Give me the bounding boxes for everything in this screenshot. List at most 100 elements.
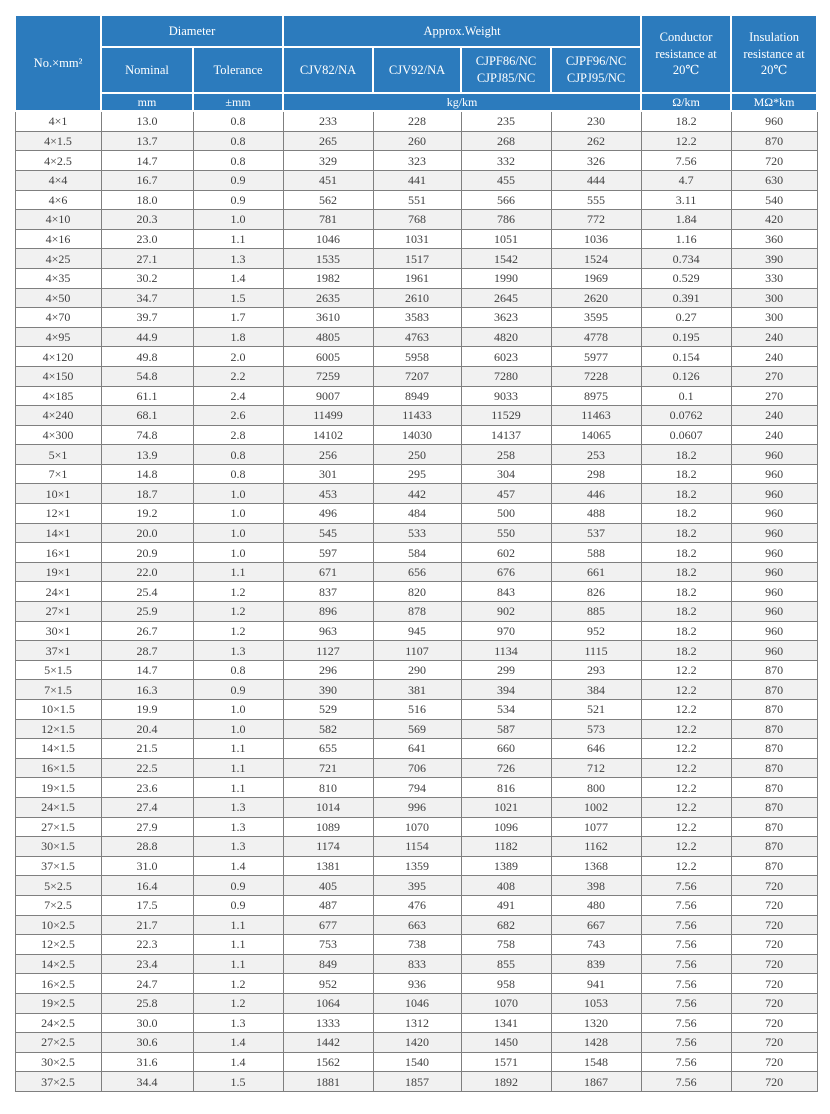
table-row: 4×4 16.7 0.9 451 441 455 444 4.7 630 xyxy=(14,169,818,191)
table-row: 27×2.5 30.6 1.4 1442 1420 1450 1428 7.56 720 xyxy=(14,1032,818,1053)
table-row: 4×2.5 14.7 0.8 329 323 332 326 7.56 720 xyxy=(14,150,818,171)
table-row: 4×10 20.3 1.0 781 768 786 772 1.84 420 xyxy=(14,209,818,230)
cell-diameter-tolerance: 0.8 xyxy=(192,463,284,485)
cell-conductor-resistance: 7.56 xyxy=(640,1012,732,1034)
cell-diameter-tolerance: 1.1 xyxy=(192,757,284,779)
cell-spec-no: 12×1.5 xyxy=(14,718,102,740)
header-cjpf96: CJPF96/NC CJPJ95/NC xyxy=(550,46,643,94)
cell-weight-cjpf86: 332 xyxy=(460,150,552,171)
cell-diameter-nominal: 24.7 xyxy=(100,973,194,994)
table-row: 14×1 20.0 1.0 545 533 550 537 18.2 960 xyxy=(14,522,818,544)
cell-insulation-resistance: 720 xyxy=(730,953,818,975)
cell-diameter-nominal: 23.4 xyxy=(100,953,194,975)
cell-weight-cjv82: 1064 xyxy=(282,992,374,1014)
cell-weight-cjv82: 545 xyxy=(282,522,374,544)
cell-insulation-resistance: 960 xyxy=(730,503,818,524)
cell-weight-cjv82: 233 xyxy=(282,110,374,132)
cell-diameter-nominal: 68.1 xyxy=(100,405,194,426)
cell-weight-cjpf86: 1542 xyxy=(460,248,552,269)
cell-diameter-tolerance: 1.0 xyxy=(192,503,284,524)
cell-diameter-nominal: 13.9 xyxy=(100,444,194,465)
cell-conductor-resistance: 18.2 xyxy=(640,640,732,661)
cell-weight-cjpf86: 1051 xyxy=(460,228,552,250)
cell-weight-cjpf96: 1053 xyxy=(550,992,642,1014)
cell-weight-cjv92: 516 xyxy=(372,699,462,720)
cell-weight-cjv82: 9007 xyxy=(282,385,374,407)
cell-weight-cjpf86: 587 xyxy=(460,718,552,740)
cell-weight-cjv92: 442 xyxy=(372,483,462,505)
cell-diameter-tolerance: 1.3 xyxy=(192,1012,284,1034)
cell-weight-cjv82: 753 xyxy=(282,934,374,955)
cell-weight-cjv92: 936 xyxy=(372,973,462,994)
cell-weight-cjv82: 296 xyxy=(282,659,374,681)
cell-weight-cjpf96: 1036 xyxy=(550,228,642,250)
cell-weight-cjv92: 996 xyxy=(372,796,462,818)
cell-weight-cjv82: 1089 xyxy=(282,816,374,838)
cell-conductor-resistance: 12.2 xyxy=(640,718,732,740)
cell-diameter-tolerance: 0.8 xyxy=(192,130,284,152)
cell-insulation-resistance: 960 xyxy=(730,620,818,642)
cell-insulation-resistance: 720 xyxy=(730,1051,818,1073)
unit-tolerance-mm: ±mm xyxy=(191,91,285,113)
cell-weight-cjpf96: 11463 xyxy=(550,405,642,426)
cell-diameter-tolerance: 0.9 xyxy=(192,894,284,916)
cell-diameter-tolerance: 1.3 xyxy=(192,836,284,857)
cell-weight-cjpf96: 800 xyxy=(550,777,642,798)
cell-insulation-resistance: 870 xyxy=(730,679,818,700)
cell-insulation-resistance: 960 xyxy=(730,483,818,505)
table-row: 4×70 39.7 1.7 3610 3583 3623 3595 0.27 300 xyxy=(14,307,818,328)
header-cjpf86: CJPF86/NC CJPJ85/NC xyxy=(460,46,553,94)
cell-spec-no: 24×1.5 xyxy=(14,796,102,818)
cell-insulation-resistance: 720 xyxy=(730,1012,818,1034)
cell-weight-cjpf86: 2645 xyxy=(460,287,552,309)
cell-weight-cjpf86: 816 xyxy=(460,777,552,798)
cell-insulation-resistance: 630 xyxy=(730,169,818,191)
cell-conductor-resistance: 18.2 xyxy=(640,542,732,563)
cell-insulation-resistance: 870 xyxy=(730,855,818,877)
cell-weight-cjv82: 14102 xyxy=(282,424,374,446)
cell-weight-cjpf96: 446 xyxy=(550,483,642,505)
cell-insulation-resistance: 270 xyxy=(730,385,818,407)
cell-weight-cjv82: 1881 xyxy=(282,1071,374,1092)
cell-diameter-tolerance: 2.2 xyxy=(192,365,284,387)
cell-diameter-tolerance: 1.3 xyxy=(192,796,284,818)
cell-weight-cjv92: 14030 xyxy=(372,424,462,446)
cell-conductor-resistance: 12.2 xyxy=(640,777,732,798)
table-row: 4×150 54.8 2.2 7259 7207 7280 7228 0.126 270 xyxy=(14,365,818,387)
header-insulation-resistance: Insulation resistance at 20℃ xyxy=(730,14,819,94)
cell-diameter-tolerance: 1.0 xyxy=(192,718,284,740)
cell-weight-cjv92: 8949 xyxy=(372,385,462,407)
cell-weight-cjpf96: 555 xyxy=(550,189,642,211)
cell-diameter-nominal: 28.8 xyxy=(100,836,194,857)
table-row: 4×50 34.7 1.5 2635 2610 2645 2620 0.391 300 xyxy=(14,287,818,309)
cell-weight-cjpf86: 1182 xyxy=(460,836,552,857)
cell-spec-no: 16×1.5 xyxy=(14,757,102,779)
cell-spec-no: 37×2.5 xyxy=(14,1071,102,1092)
cell-weight-cjpf86: 676 xyxy=(460,561,552,583)
cell-weight-cjv92: 1107 xyxy=(372,640,462,661)
cell-diameter-nominal: 17.5 xyxy=(100,894,194,916)
header-group-diameter: Diameter xyxy=(99,14,285,48)
cell-weight-cjv92: 323 xyxy=(372,150,462,171)
cell-weight-cjv92: 441 xyxy=(372,169,462,191)
cell-diameter-nominal: 22.3 xyxy=(100,934,194,955)
cell-weight-cjpf96: 1368 xyxy=(550,855,642,877)
cell-conductor-resistance: 0.195 xyxy=(640,326,732,348)
cell-diameter-tolerance: 1.1 xyxy=(192,777,284,798)
table-row: 24×2.5 30.0 1.3 1333 1312 1341 1320 7.56 720 xyxy=(14,1012,818,1034)
cell-weight-cjv92: 878 xyxy=(372,601,462,622)
cell-weight-cjpf96: 488 xyxy=(550,503,642,524)
cell-weight-cjv82: 11499 xyxy=(282,405,374,426)
cell-conductor-resistance: 12.2 xyxy=(640,855,732,877)
cell-spec-no: 10×1.5 xyxy=(14,699,102,720)
cell-weight-cjv82: 896 xyxy=(282,601,374,622)
cell-diameter-tolerance: 1.1 xyxy=(192,561,284,583)
cell-weight-cjv82: 3610 xyxy=(282,307,374,328)
cell-weight-cjpf86: 235 xyxy=(460,110,552,132)
cell-spec-no: 4×1.5 xyxy=(14,130,102,152)
cell-weight-cjpf96: 521 xyxy=(550,699,642,720)
cell-spec-no: 4×150 xyxy=(14,365,102,387)
cell-weight-cjv92: 250 xyxy=(372,444,462,465)
cell-spec-no: 4×70 xyxy=(14,307,102,328)
cell-diameter-nominal: 14.7 xyxy=(100,150,194,171)
